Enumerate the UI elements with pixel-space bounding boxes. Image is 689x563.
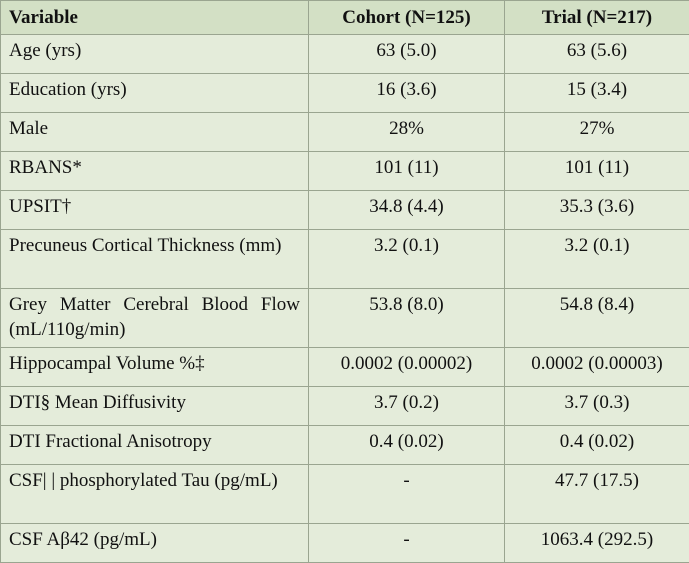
cohort-cell: - <box>309 524 505 563</box>
cohort-cell: 0.0002 (0.00002) <box>309 348 505 387</box>
trial-cell: 54.8 (8.4) <box>505 289 689 348</box>
trial-cell: 27% <box>505 113 689 152</box>
table-row: Age (yrs) 63 (5.0) 63 (5.6) <box>1 35 689 74</box>
header-trial: Trial (N=217) <box>505 1 689 35</box>
table-row: Male 28% 27% <box>1 113 689 152</box>
table-row: UPSIT† 34.8 (4.4) 35.3 (3.6) <box>1 191 689 230</box>
cohort-cell: 16 (3.6) <box>309 74 505 113</box>
cohort-cell: 3.2 (0.1) <box>309 230 505 289</box>
cohort-cell: 3.7 (0.2) <box>309 387 505 426</box>
variable-cell: DTI Fractional Anisotropy <box>1 426 309 465</box>
variable-cell: CSF| | phosphorylated Tau (pg/mL) <box>1 465 309 524</box>
header-row: Variable Cohort (N=125) Trial (N=217) <box>1 1 689 35</box>
cohort-cell: 34.8 (4.4) <box>309 191 505 230</box>
variable-cell: UPSIT† <box>1 191 309 230</box>
table-row: DTI Fractional Anisotropy 0.4 (0.02) 0.4… <box>1 426 689 465</box>
cohort-cell: - <box>309 465 505 524</box>
table-row: Grey Matter Cerebral Blood Flow (mL/110g… <box>1 289 689 348</box>
header-cohort: Cohort (N=125) <box>309 1 505 35</box>
variable-cell: Precuneus Cortical Thickness (mm) <box>1 230 309 289</box>
trial-cell: 63 (5.6) <box>505 35 689 74</box>
trial-cell: 35.3 (3.6) <box>505 191 689 230</box>
table-row: CSF Aβ42 (pg/mL) - 1063.4 (292.5) <box>1 524 689 563</box>
cohort-cell: 0.4 (0.02) <box>309 426 505 465</box>
trial-cell: 3.7 (0.3) <box>505 387 689 426</box>
variable-cell: Male <box>1 113 309 152</box>
cohort-cell: 101 (11) <box>309 152 505 191</box>
table-row: Hippocampal Volume %‡ 0.0002 (0.00002) 0… <box>1 348 689 387</box>
trial-cell: 47.7 (17.5) <box>505 465 689 524</box>
variable-cell: DTI§ Mean Diffusivity <box>1 387 309 426</box>
variable-cell: Education (yrs) <box>1 74 309 113</box>
cohort-cell: 28% <box>309 113 505 152</box>
variable-cell: Grey Matter Cerebral Blood Flow (mL/110g… <box>1 289 309 348</box>
trial-cell: 0.0002 (0.00003) <box>505 348 689 387</box>
cohort-cell: 53.8 (8.0) <box>309 289 505 348</box>
variable-cell: CSF Aβ42 (pg/mL) <box>1 524 309 563</box>
variable-cell: RBANS* <box>1 152 309 191</box>
trial-cell: 0.4 (0.02) <box>505 426 689 465</box>
cohort-cell: 63 (5.0) <box>309 35 505 74</box>
trial-cell: 15 (3.4) <box>505 74 689 113</box>
variable-cell: Hippocampal Volume %‡ <box>1 348 309 387</box>
variable-cell: Age (yrs) <box>1 35 309 74</box>
table-row: Precuneus Cortical Thickness (mm) 3.2 (0… <box>1 230 689 289</box>
trial-cell: 1063.4 (292.5) <box>505 524 689 563</box>
table-row: DTI§ Mean Diffusivity 3.7 (0.2) 3.7 (0.3… <box>1 387 689 426</box>
table-row: Education (yrs) 16 (3.6) 15 (3.4) <box>1 74 689 113</box>
table-row: CSF| | phosphorylated Tau (pg/mL) - 47.7… <box>1 465 689 524</box>
table-row: RBANS* 101 (11) 101 (11) <box>1 152 689 191</box>
trial-cell: 3.2 (0.1) <box>505 230 689 289</box>
header-variable: Variable <box>1 1 309 35</box>
trial-cell: 101 (11) <box>505 152 689 191</box>
